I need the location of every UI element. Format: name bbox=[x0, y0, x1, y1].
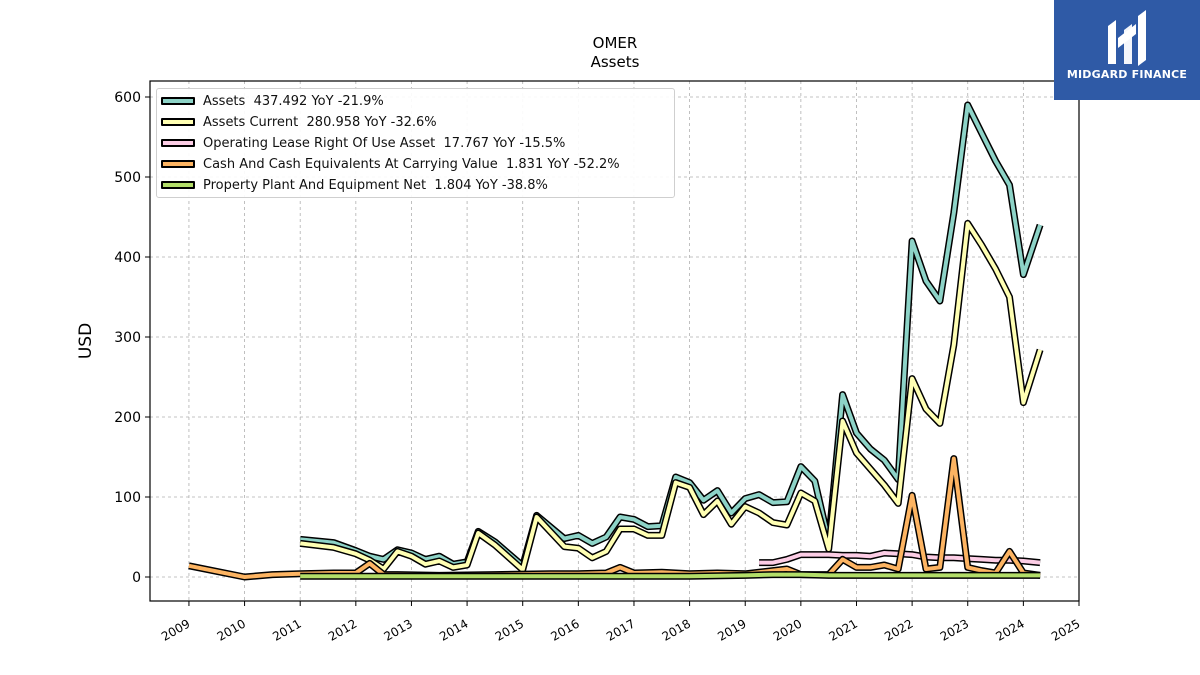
legend-item-assets: Assets 437.492 YoY -21.9% bbox=[161, 91, 384, 111]
y-tick-label: 600 bbox=[114, 90, 141, 106]
y-tick-label: 300 bbox=[114, 330, 141, 346]
legend-swatch-cash bbox=[161, 160, 195, 168]
legend-item-cash: Cash And Cash Equivalents At Carrying Va… bbox=[161, 154, 620, 174]
legend-label-assets-current: Assets Current 280.958 YoY -32.6% bbox=[203, 114, 437, 130]
series-line-cash-and-cash-equivalents-at-carrying-value bbox=[188, 456, 1041, 579]
legend-label-operating-lease: Operating Lease Right Of Use Asset 17.76… bbox=[203, 135, 566, 151]
legend-item-operating-lease: Operating Lease Right Of Use Asset 17.76… bbox=[161, 133, 565, 153]
series-layer bbox=[188, 101, 1044, 581]
y-tick-label: 0 bbox=[132, 570, 141, 586]
legend-swatch-operating-lease bbox=[161, 139, 195, 147]
x-tick-label: 2017 bbox=[604, 616, 637, 643]
x-tick-label: 2013 bbox=[382, 616, 415, 643]
legend-label-cash: Cash And Cash Equivalents At Carrying Va… bbox=[203, 156, 620, 172]
y-axis-label: USD bbox=[76, 323, 96, 359]
y-tick-label: 200 bbox=[114, 410, 141, 426]
midgard-logo-icon bbox=[1108, 10, 1146, 66]
x-tick-label: 2019 bbox=[715, 616, 748, 643]
legend-swatch-assets-current bbox=[161, 118, 195, 126]
legend-label-ppe: Property Plant And Equipment Net 1.804 Y… bbox=[203, 177, 548, 193]
legend-label-assets: Assets 437.492 YoY -21.9% bbox=[203, 93, 384, 109]
y-tick-label: 400 bbox=[114, 250, 141, 266]
x-tick-label: 2023 bbox=[938, 616, 971, 643]
x-tick-label: 2014 bbox=[437, 616, 470, 643]
x-tick-label: 2025 bbox=[1049, 616, 1082, 643]
x-tick-label: 2024 bbox=[993, 616, 1026, 643]
series-line-assets bbox=[300, 103, 1042, 568]
x-tick-label: 2009 bbox=[159, 616, 192, 643]
series-outline-cash-and-cash-equivalents-at-carrying-value bbox=[188, 455, 1041, 581]
x-tick-label: 2012 bbox=[326, 616, 359, 643]
x-tick-label: 2015 bbox=[493, 616, 526, 643]
legend-item-ppe: Property Plant And Equipment Net 1.804 Y… bbox=[161, 175, 548, 195]
y-tick-label: 500 bbox=[114, 170, 141, 186]
plot-frame bbox=[149, 80, 1080, 602]
series-line-assets-current bbox=[299, 221, 1043, 572]
legend-swatch-assets bbox=[161, 97, 195, 105]
x-tick-label: 2018 bbox=[660, 616, 693, 643]
series-line-property-plant-and-equipment-net bbox=[300, 572, 1041, 579]
x-tick-label: 2011 bbox=[270, 616, 303, 643]
x-tick-label: 2020 bbox=[771, 616, 804, 643]
logo-text: MIDGARD FINANCE bbox=[1066, 68, 1188, 81]
chart-subtitle: Assets bbox=[591, 53, 640, 71]
x-tick-label: 2016 bbox=[548, 616, 581, 643]
grid-lines bbox=[150, 81, 1080, 601]
legend-item-assets-current: Assets Current 280.958 YoY -32.6% bbox=[161, 112, 437, 132]
x-tick-label: 2010 bbox=[215, 616, 248, 643]
legend-swatch-ppe bbox=[161, 181, 195, 189]
chart-title: OMER bbox=[593, 34, 638, 52]
chart-legend: Assets 437.492 YoY -21.9% Assets Current… bbox=[156, 88, 675, 198]
x-tick-label: 2021 bbox=[827, 616, 860, 643]
y-tick-label: 100 bbox=[114, 490, 141, 506]
midgard-finance-logo: MIDGARD FINANCE bbox=[1054, 0, 1200, 100]
x-tick-label: 2022 bbox=[882, 616, 915, 643]
